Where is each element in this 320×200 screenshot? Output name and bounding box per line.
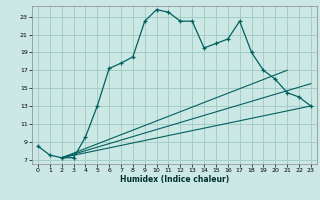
X-axis label: Humidex (Indice chaleur): Humidex (Indice chaleur) [120, 175, 229, 184]
